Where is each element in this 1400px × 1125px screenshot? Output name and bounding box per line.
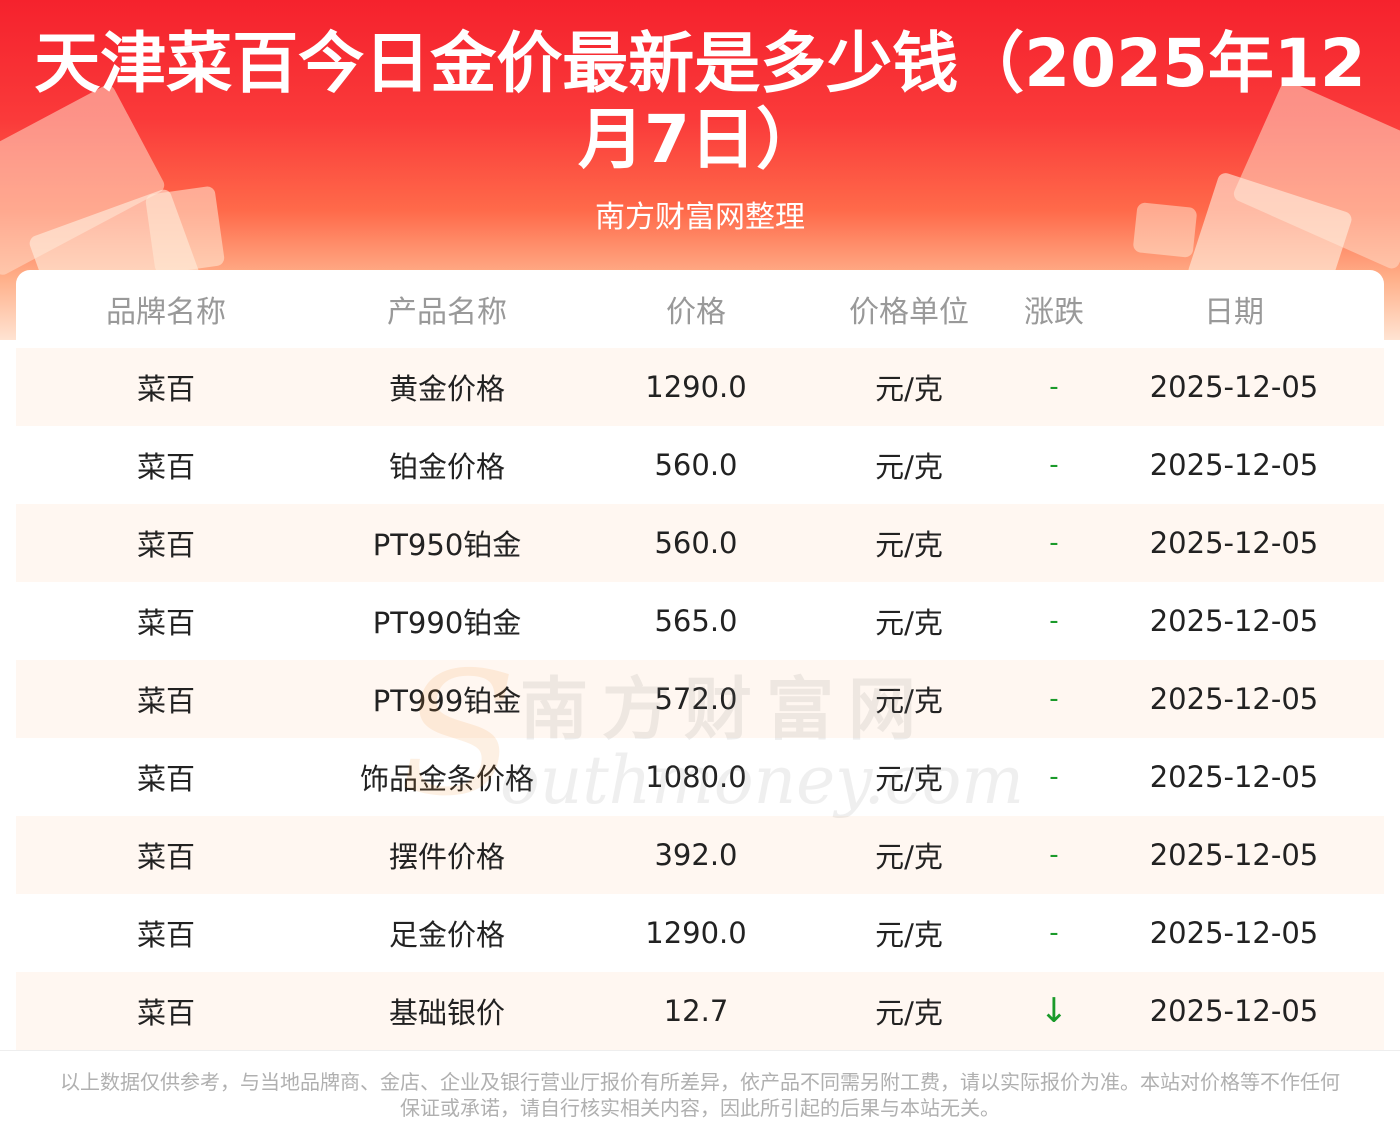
product-cell: 摆件价格 [388, 840, 505, 874]
unit-cell: 元/克 [875, 450, 943, 484]
product-cell: 铂金价格 [388, 450, 505, 484]
product-cell: PT950铂金 [372, 528, 522, 562]
date-cell: 2025-12-05 [1149, 682, 1319, 716]
disclaimer-text: 以上数据仅供参考，与当地品牌商、金店、企业及银行营业厅报价有所差异，依产品不同需… [60, 1070, 1340, 1120]
price-cell: 560.0 [654, 526, 738, 560]
brand-cell: 菜百 [136, 372, 195, 406]
page-title: 天津菜百今日金价最新是多少钱（2025年12月7日） [34, 25, 1366, 178]
date-cell: 2025-12-05 [1149, 916, 1319, 950]
column-header-change: 涨跌 [1024, 295, 1084, 330]
date-cell: 2025-12-05 [1149, 760, 1319, 794]
table-row: 菜百 摆件价格 392.0 元/克 - 2025-12-05 [16, 816, 1384, 894]
price-cell: 572.0 [654, 682, 738, 716]
unit-cell: 元/克 [875, 996, 943, 1030]
product-cell: PT999铂金 [372, 684, 522, 718]
date-cell: 2025-12-05 [1149, 370, 1319, 404]
product-cell: PT990铂金 [372, 606, 522, 640]
unit-cell: 元/克 [875, 918, 943, 952]
change-cell: - [1049, 918, 1059, 948]
product-cell: 黄金价格 [388, 372, 505, 406]
price-cell: 560.0 [654, 448, 738, 482]
price-table-card: 品牌名称 产品名称 价格 价格单位 涨跌 日期 菜百 黄金价格 1290.0 元… [16, 270, 1384, 1050]
column-header-price: 价格 [666, 295, 726, 330]
change-down-arrow-icon: ↓ [1039, 991, 1069, 1031]
price-cell: 1290.0 [645, 370, 747, 404]
table-row: 菜百 黄金价格 1290.0 元/克 - 2025-12-05 [16, 348, 1384, 426]
table-row: 菜百 饰品金条价格 1080.0 元/克 - 2025-12-05 [16, 738, 1384, 816]
table-row: 菜百 基础银价 12.7 元/克 ↓ 2025-12-05 [16, 972, 1384, 1050]
change-cell: - [1049, 528, 1059, 558]
brand-cell: 菜百 [136, 684, 195, 718]
price-cell: 392.0 [654, 838, 738, 872]
price-cell: 565.0 [654, 604, 738, 638]
change-cell: - [1049, 606, 1059, 636]
date-cell: 2025-12-05 [1149, 448, 1319, 482]
change-cell: - [1049, 684, 1059, 714]
column-header-product: 产品名称 [387, 295, 507, 330]
table-row: 菜百 PT990铂金 565.0 元/克 - 2025-12-05 [16, 582, 1384, 660]
date-cell: 2025-12-05 [1149, 838, 1319, 872]
price-cell: 1080.0 [645, 760, 747, 794]
change-cell: - [1049, 762, 1059, 792]
brand-cell: 菜百 [136, 450, 195, 484]
unit-cell: 元/克 [875, 606, 943, 640]
table-row: 菜百 PT950铂金 560.0 元/克 - 2025-12-05 [16, 504, 1384, 582]
column-header-date: 日期 [1204, 295, 1264, 330]
unit-cell: 元/克 [875, 762, 943, 796]
footer: 以上数据仅供参考，与当地品牌商、金店、企业及银行营业厅报价有所差异，依产品不同需… [0, 1050, 1400, 1125]
unit-cell: 元/克 [875, 840, 943, 874]
table-row: 菜百 PT999铂金 572.0 元/克 - 2025-12-05 [16, 660, 1384, 738]
page-subtitle: 南方财富网整理 [595, 200, 805, 235]
brand-cell: 菜百 [136, 606, 195, 640]
product-cell: 饰品金条价格 [359, 762, 534, 796]
brand-cell: 菜百 [136, 762, 195, 796]
change-cell: - [1049, 450, 1059, 480]
table-body: 菜百 黄金价格 1290.0 元/克 - 2025-12-05 菜百 铂金价格 … [16, 348, 1384, 1050]
date-cell: 2025-12-05 [1149, 994, 1319, 1028]
product-cell: 基础银价 [388, 996, 505, 1030]
table-header: 品牌名称 产品名称 价格 价格单位 涨跌 日期 [16, 270, 1384, 348]
brand-cell: 菜百 [136, 918, 195, 952]
unit-cell: 元/克 [875, 684, 943, 718]
unit-cell: 元/克 [875, 372, 943, 406]
date-cell: 2025-12-05 [1149, 526, 1319, 560]
price-cell: 12.7 [663, 994, 729, 1028]
column-header-unit: 价格单位 [849, 295, 969, 330]
table-row: 菜百 足金价格 1290.0 元/克 - 2025-12-05 [16, 894, 1384, 972]
date-cell: 2025-12-05 [1149, 604, 1319, 638]
brand-cell: 菜百 [136, 840, 195, 874]
brand-cell: 菜百 [136, 528, 195, 562]
product-cell: 足金价格 [388, 918, 505, 952]
price-cell: 1290.0 [645, 916, 747, 950]
change-cell: - [1049, 372, 1059, 402]
change-cell: - [1049, 840, 1059, 870]
unit-cell: 元/克 [875, 528, 943, 562]
table-row: 菜百 铂金价格 560.0 元/克 - 2025-12-05 [16, 426, 1384, 504]
brand-cell: 菜百 [136, 996, 195, 1030]
column-header-brand: 品牌名称 [106, 295, 226, 330]
